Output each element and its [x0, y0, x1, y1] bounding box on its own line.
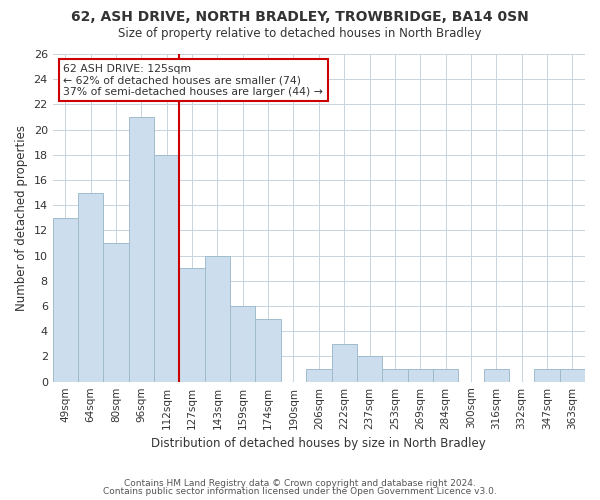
Bar: [332, 344, 357, 382]
Bar: [306, 369, 332, 382]
Bar: [129, 117, 154, 382]
Bar: [154, 155, 179, 382]
Bar: [484, 369, 509, 382]
Bar: [256, 318, 281, 382]
Text: Size of property relative to detached houses in North Bradley: Size of property relative to detached ho…: [118, 28, 482, 40]
Text: Contains public sector information licensed under the Open Government Licence v3: Contains public sector information licen…: [103, 487, 497, 496]
Text: 62 ASH DRIVE: 125sqm
← 62% of detached houses are smaller (74)
37% of semi-detac: 62 ASH DRIVE: 125sqm ← 62% of detached h…: [64, 64, 323, 97]
Bar: [433, 369, 458, 382]
Text: 62, ASH DRIVE, NORTH BRADLEY, TROWBRIDGE, BA14 0SN: 62, ASH DRIVE, NORTH BRADLEY, TROWBRIDGE…: [71, 10, 529, 24]
Bar: [560, 369, 585, 382]
Bar: [205, 256, 230, 382]
Bar: [179, 268, 205, 382]
X-axis label: Distribution of detached houses by size in North Bradley: Distribution of detached houses by size …: [151, 437, 486, 450]
Bar: [535, 369, 560, 382]
Bar: [103, 243, 129, 382]
Y-axis label: Number of detached properties: Number of detached properties: [15, 125, 28, 311]
Bar: [382, 369, 407, 382]
Bar: [407, 369, 433, 382]
Bar: [357, 356, 382, 382]
Text: Contains HM Land Registry data © Crown copyright and database right 2024.: Contains HM Land Registry data © Crown c…: [124, 478, 476, 488]
Bar: [53, 218, 78, 382]
Bar: [78, 192, 103, 382]
Bar: [230, 306, 256, 382]
